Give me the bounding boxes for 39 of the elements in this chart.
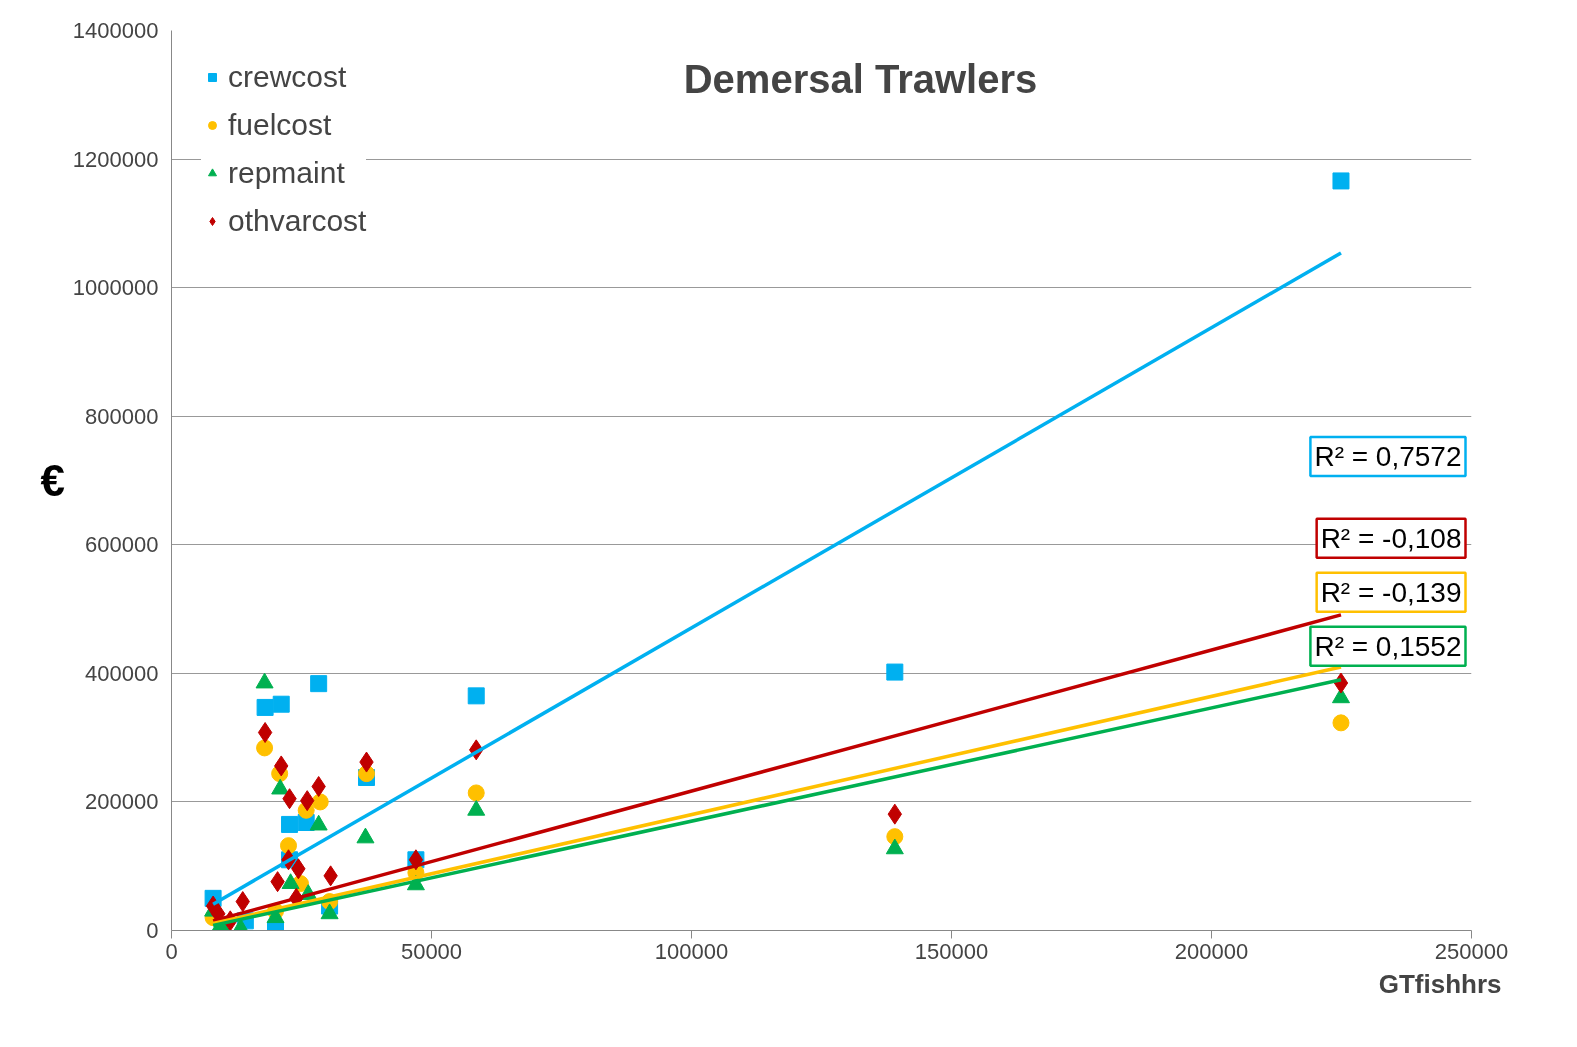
point [311, 776, 326, 797]
x-tick-label: 250000 [1434, 938, 1509, 964]
text: R² = 0,7572 [1314, 440, 1462, 472]
y-axis-title: € [40, 456, 65, 505]
x-tick-label: 150000 [914, 938, 989, 964]
y-tick-label: 1400000 [72, 18, 159, 43]
legend-label: fuelcost [228, 108, 332, 142]
point [310, 675, 328, 693]
point [257, 722, 273, 743]
series-label: R² = 0,1552 [1314, 630, 1462, 662]
x-tick-label: 50000 [400, 938, 463, 964]
text: Demersal Trawlers [683, 56, 1038, 101]
y-tick-label: 1000000 [72, 275, 159, 301]
point [256, 698, 274, 716]
y-tick-label: 0 [146, 918, 159, 943]
x-tick-label: 200000 [1174, 938, 1249, 964]
point [256, 739, 274, 757]
point [1332, 172, 1350, 190]
text: R² = -0,139 [1320, 576, 1462, 608]
point [467, 687, 485, 705]
text: R² = -0,108 [1320, 522, 1462, 554]
point [886, 663, 904, 681]
y-tick-label: 800000 [85, 403, 159, 429]
legend-label: crewcost [228, 60, 347, 94]
y-tick-label: 600000 [85, 532, 159, 558]
y-tick-label: 1200000 [72, 146, 159, 172]
x-axis-title: GTfishhrs [1378, 968, 1502, 999]
point [311, 793, 329, 811]
x-tick-label: 100000 [654, 938, 729, 964]
point [280, 837, 297, 855]
legend-label: othvarcost [228, 204, 367, 238]
x-tick-label: 0 [165, 938, 178, 964]
point [467, 784, 485, 802]
y-tick-label: 200000 [85, 789, 159, 815]
point [272, 695, 290, 713]
point [281, 815, 299, 833]
y-tick-label: 400000 [85, 660, 159, 686]
point [1332, 714, 1350, 732]
legend-label: repmaint [228, 156, 345, 190]
